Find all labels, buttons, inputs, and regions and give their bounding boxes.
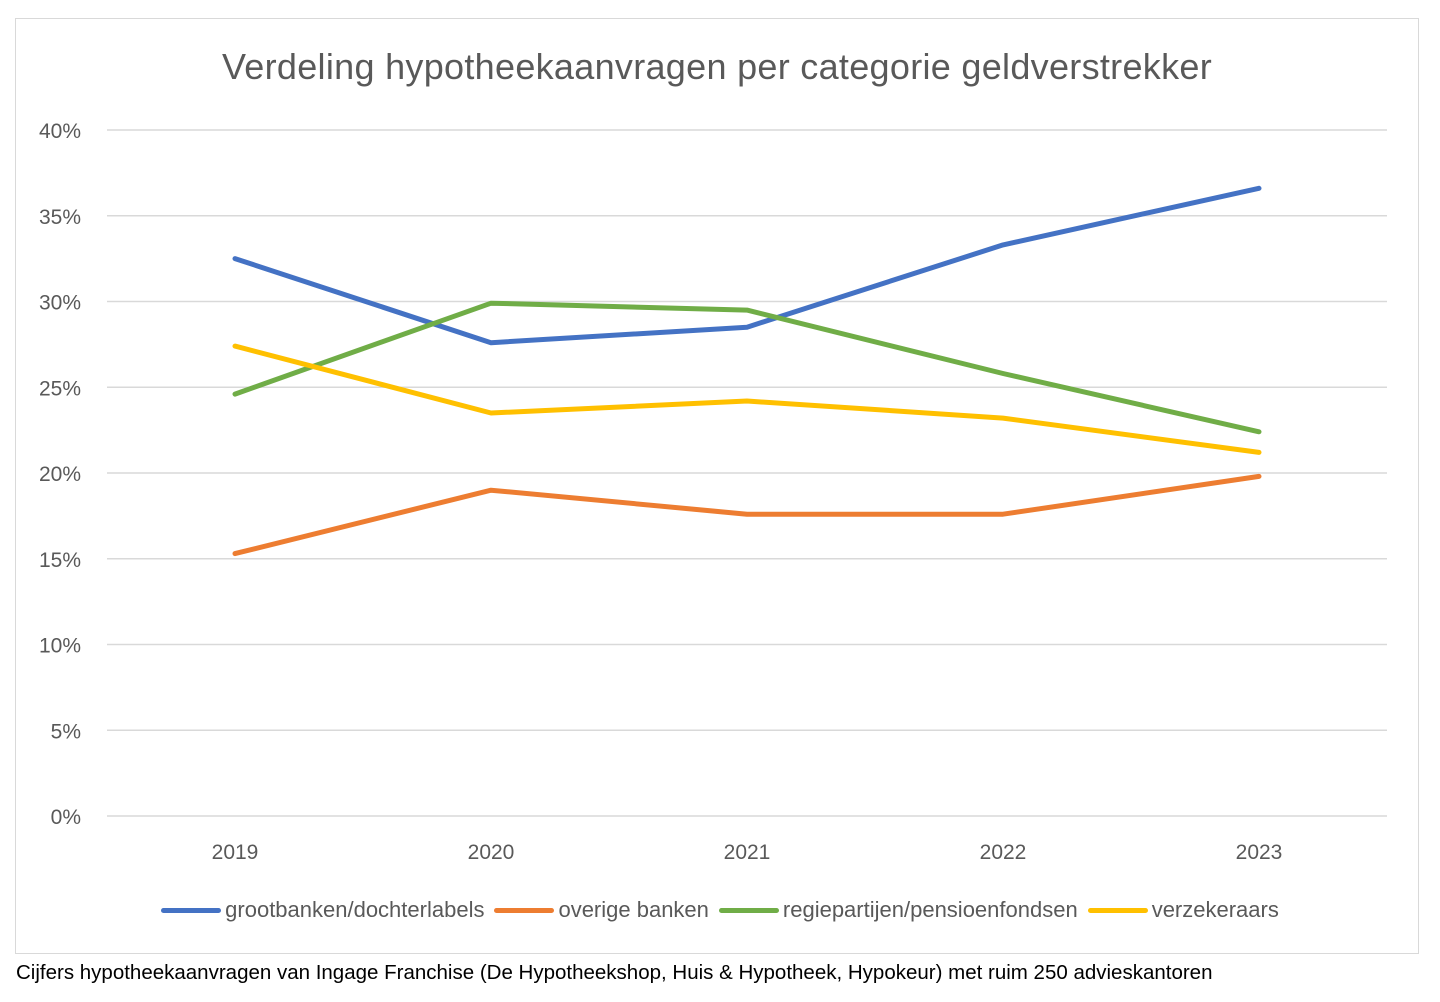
legend-item: verzekeraars bbox=[1087, 897, 1279, 923]
legend-swatch bbox=[718, 907, 779, 913]
y-tick-label: 35% bbox=[39, 206, 81, 229]
x-tick-label: 2022 bbox=[980, 841, 1027, 864]
series-line bbox=[232, 300, 1262, 435]
y-tick-label: 25% bbox=[39, 377, 81, 400]
legend-item: grootbanken/dochterlabels bbox=[161, 897, 484, 923]
y-tick-label: 5% bbox=[51, 720, 81, 743]
legend-label: regiepartijen/pensioenfondsen bbox=[782, 897, 1078, 922]
x-tick-label: 2021 bbox=[724, 841, 771, 864]
source-caption: Cijfers hypotheekaanvragen van Ingage Fr… bbox=[16, 961, 1213, 984]
y-tick-label: 10% bbox=[39, 635, 81, 658]
chart-legend: grootbanken/dochterlabels overige banken r… bbox=[0, 897, 1440, 923]
y-tick-label: 0% bbox=[51, 806, 81, 829]
legend-label: verzekeraars bbox=[1151, 897, 1279, 922]
y-tick-label: 15% bbox=[39, 549, 81, 572]
legend-label: grootbanken/dochterlabels bbox=[225, 897, 485, 922]
x-tick-label: 2019 bbox=[212, 841, 259, 864]
y-tick-label: 20% bbox=[39, 463, 81, 486]
series-line bbox=[232, 343, 1262, 455]
legend-swatch bbox=[1087, 907, 1148, 913]
legend-swatch bbox=[494, 907, 555, 913]
x-tick-label: 2020 bbox=[468, 841, 515, 864]
legend-item: overige banken bbox=[494, 897, 709, 923]
legend-label: overige banken bbox=[558, 897, 709, 922]
chart-title: Verdeling hypotheekaanvragen per categor… bbox=[221, 46, 1212, 87]
x-tick-label: 2023 bbox=[1236, 841, 1283, 864]
y-tick-label: 40% bbox=[39, 120, 81, 143]
y-tick-label: 30% bbox=[39, 292, 81, 315]
series-line bbox=[232, 473, 1262, 557]
legend-item: regiepartijen/pensioenfondsen bbox=[718, 897, 1078, 923]
series-line bbox=[232, 185, 1262, 346]
legend-swatch bbox=[161, 907, 222, 913]
